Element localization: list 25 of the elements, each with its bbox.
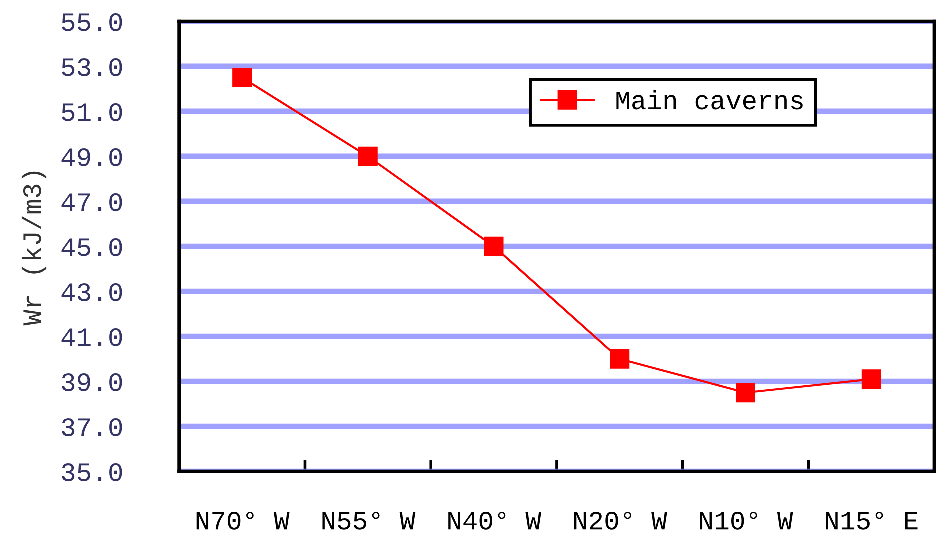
y-tick-label: 55.0 [62, 13, 122, 32]
legend-label: Main caverns [616, 90, 803, 110]
y-tick-label: 53.0 [62, 58, 122, 76]
x-tick-label: N15° E [826, 512, 918, 530]
y-tick-label: 51.0 [62, 103, 122, 122]
y-tick-label: 49.0 [62, 148, 122, 166]
y-tick-label: 35.0 [62, 464, 122, 482]
point [358, 146, 378, 166]
x-tick-label: N70° W [196, 512, 290, 530]
point [232, 68, 252, 88]
y-tick-label: 43.0 [62, 284, 122, 302]
point [484, 236, 504, 256]
y-axis-title: Wr (kJ/m3) [22, 172, 47, 326]
x-tick-label: N40° W [448, 512, 542, 530]
x-tick-label: N55° W [322, 512, 416, 530]
y-tick-label: 37.0 [62, 418, 122, 436]
y-tick-label: 39.0 [62, 374, 122, 392]
x-tick-label: N10° W [700, 512, 794, 530]
y-tick-label: 47.0 [62, 193, 122, 212]
y-tick-label: 45.0 [62, 238, 122, 256]
point [610, 349, 630, 369]
x-tick-label: N20° W [574, 512, 668, 530]
point [862, 370, 882, 390]
y-tick-label: 41.0 [62, 328, 122, 346]
point [736, 383, 756, 403]
